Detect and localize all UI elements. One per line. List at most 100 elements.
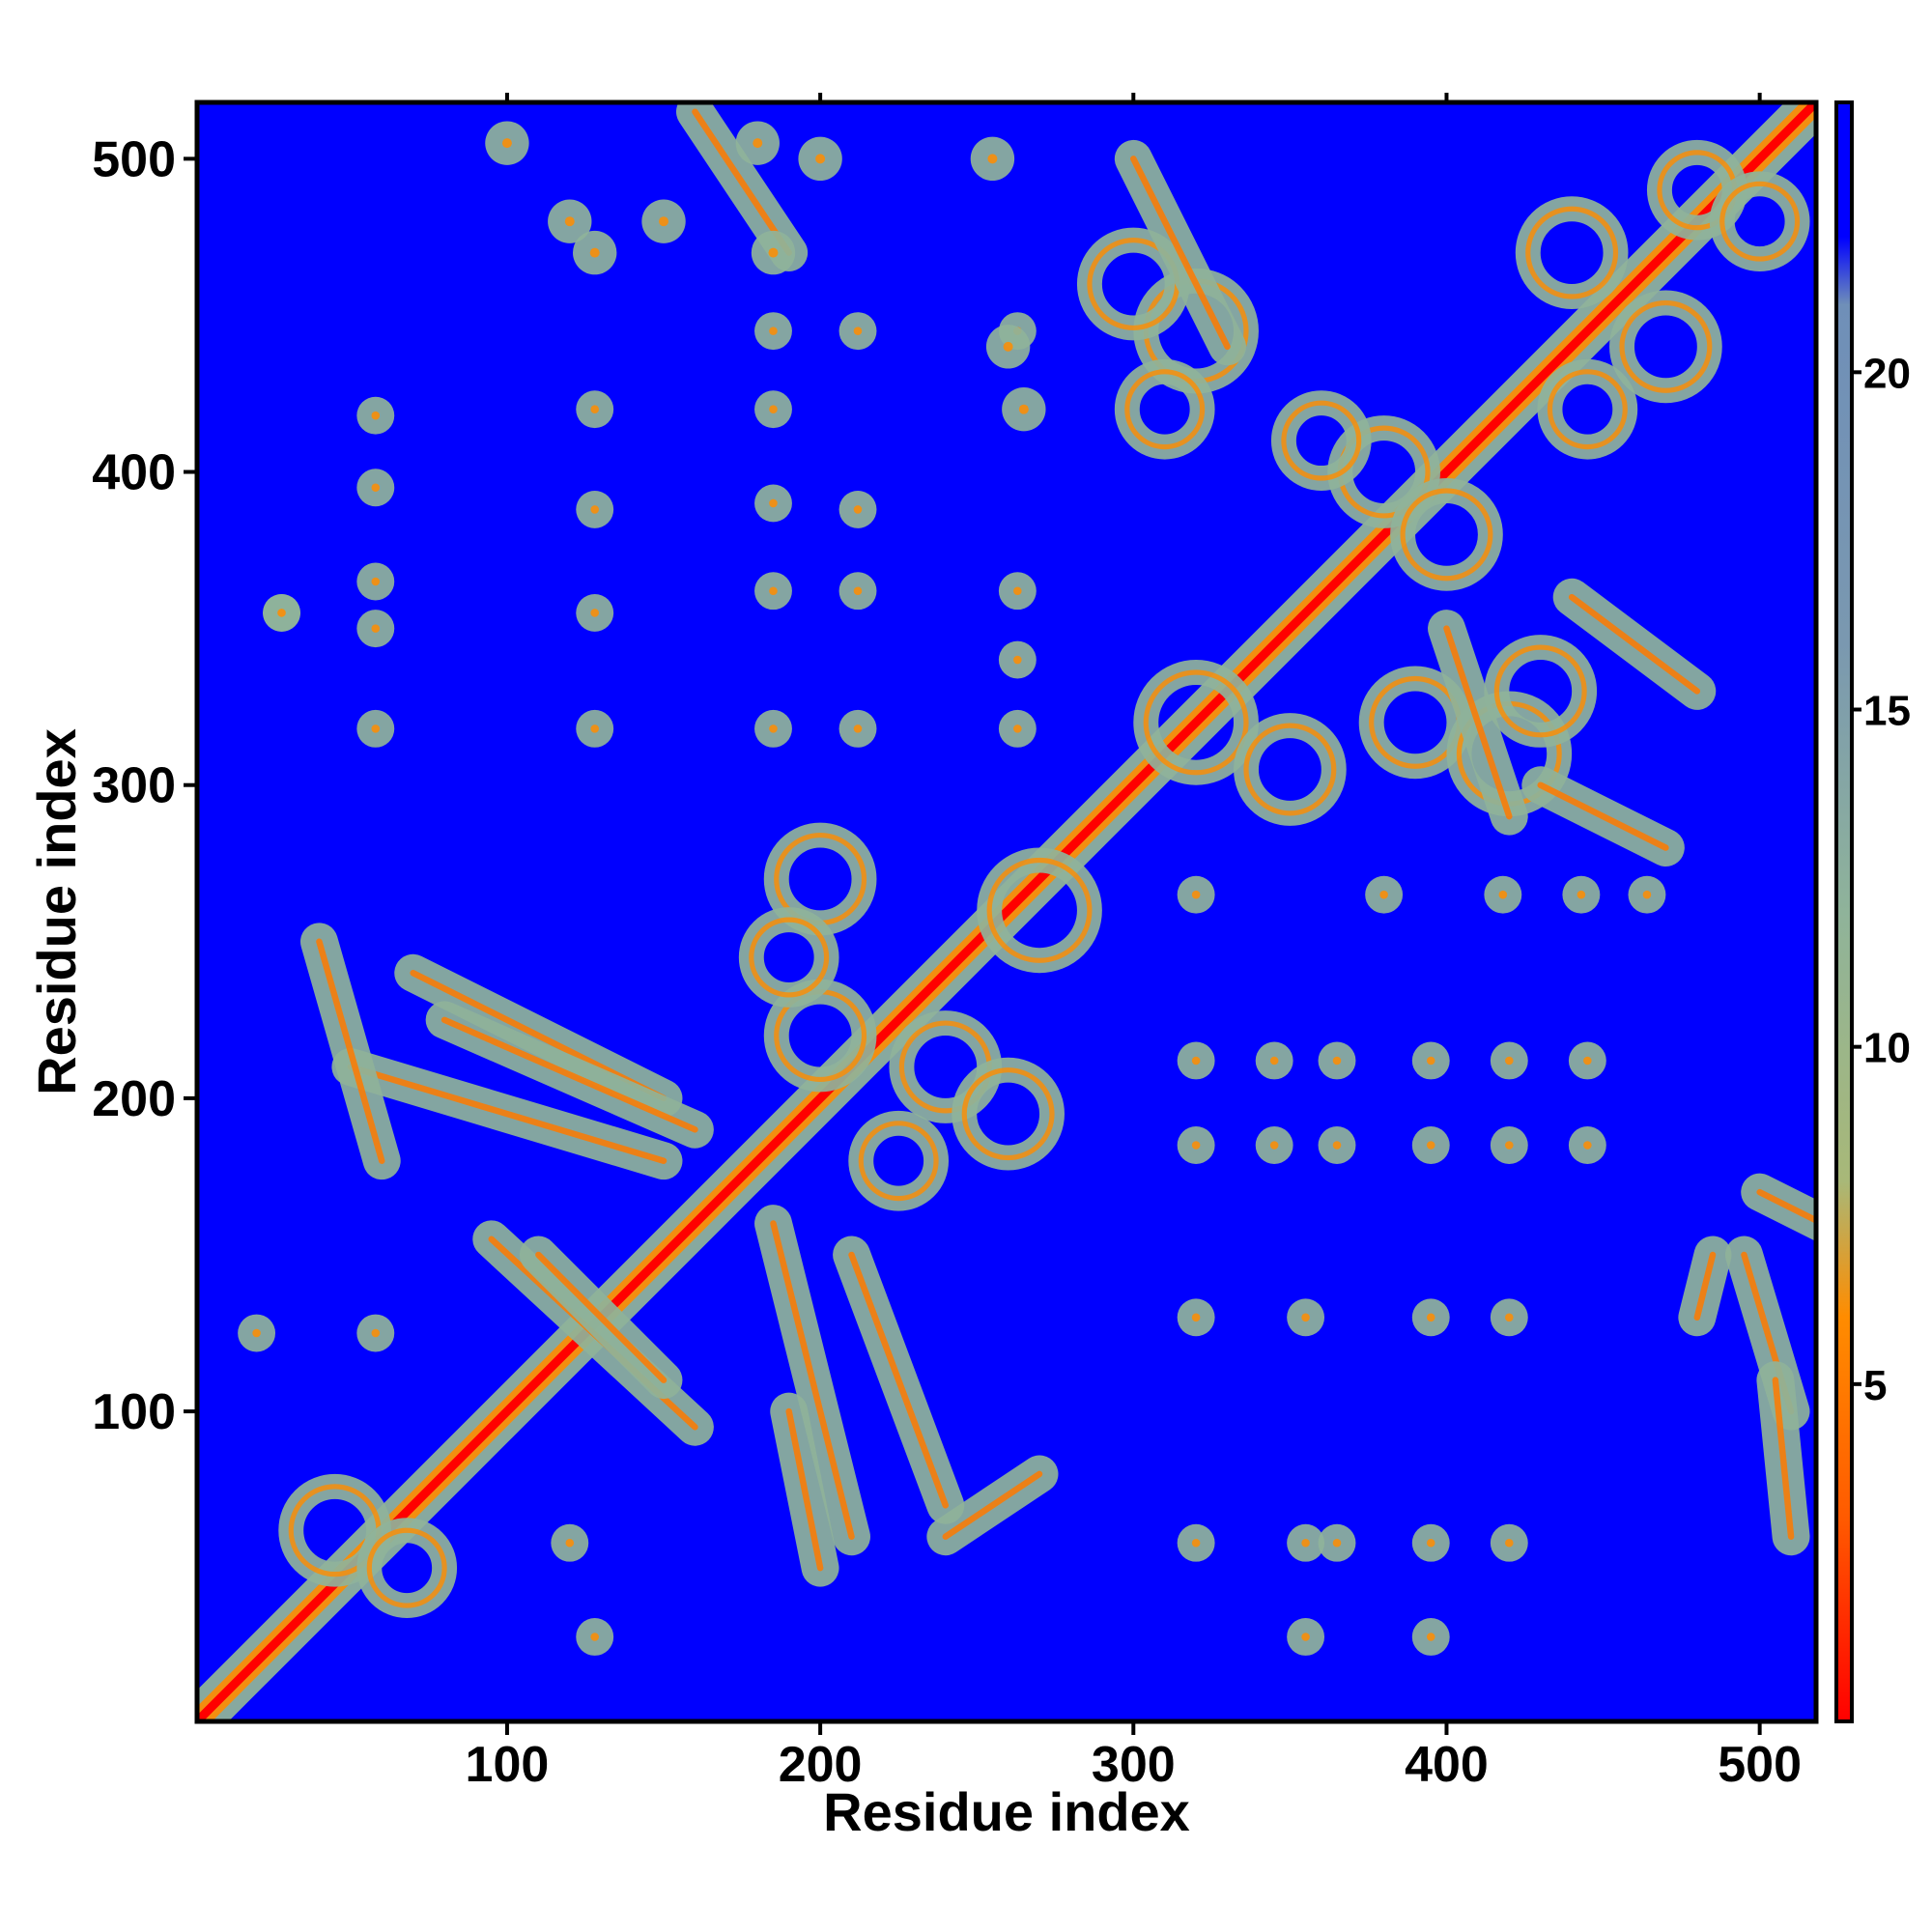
contact-blob-core — [1426, 1633, 1435, 1641]
contact-ring-core — [986, 857, 1093, 963]
contact-strand-core — [1443, 625, 1513, 820]
colorbar-tick-label: 5 — [1863, 1362, 1887, 1409]
contact-ring-core — [1619, 299, 1713, 393]
y-axis: 100 200 300 400 500 — [92, 131, 197, 1440]
colorbar-tick-label: 20 — [1863, 350, 1911, 397]
heatmap-cells — [197, 102, 1816, 1721]
contact-blob-core — [501, 138, 512, 149]
contact-blob-core — [371, 577, 381, 586]
contact-blob-core — [1426, 1056, 1435, 1065]
contact-strand-core — [440, 1016, 698, 1133]
contact-ring-core — [1143, 669, 1249, 776]
contact-blob-core — [1426, 1538, 1435, 1548]
contact-blob-core — [1018, 404, 1029, 414]
x-axis-title: Residue index — [823, 1781, 1190, 1842]
contact-blob-core — [1505, 1141, 1514, 1150]
contact-strand-core — [848, 1251, 950, 1509]
contact-strand-core — [1756, 1188, 1816, 1224]
contact-blob-core — [1332, 1538, 1342, 1548]
plot-frame — [194, 99, 1819, 1724]
diagonal-core — [197, 102, 1816, 1721]
contact-blob-core — [371, 411, 381, 420]
contact-ring-core — [1124, 369, 1206, 450]
colorbar: 5 10 15 20 — [1834, 100, 1911, 1723]
x-tick-label: 400 — [1405, 1737, 1489, 1793]
contact-blob-core — [1577, 890, 1586, 899]
contact-ring-core — [1719, 181, 1801, 262]
contact-blob-core — [590, 724, 599, 733]
y-tick-label: 400 — [92, 445, 176, 501]
x-tick-label: 300 — [1092, 1737, 1176, 1793]
contact-blob-core — [252, 1328, 261, 1338]
contact-ring-core — [1243, 723, 1337, 816]
contact-blob-core — [564, 216, 575, 227]
contact-blob-core — [1379, 890, 1388, 899]
contact-blob-core — [1191, 1141, 1201, 1150]
contact-blob-core — [769, 405, 778, 413]
contact-blob-core — [371, 624, 381, 633]
contact-blob-core — [853, 327, 863, 335]
contact-blob-core — [853, 505, 863, 514]
contact-strand-core — [316, 938, 385, 1164]
colorbar-gradient — [1836, 102, 1852, 1721]
contact-blob-core — [1003, 341, 1013, 352]
colorbar-frame — [1834, 100, 1854, 1723]
contact-blob-core — [1269, 1141, 1279, 1150]
contact-blob-core — [371, 483, 381, 493]
contact-blob-core — [987, 154, 998, 164]
contact-strand-core — [1130, 156, 1231, 351]
contact-blob-core — [590, 1633, 599, 1641]
contact-blob-core — [1426, 1141, 1435, 1150]
contact-blob-core — [1013, 586, 1022, 595]
contact-strand-core — [347, 1064, 668, 1164]
contact-ring-core — [1547, 369, 1628, 450]
y-tick-label: 200 — [92, 1071, 176, 1127]
contact-blob-core — [1332, 1056, 1342, 1065]
contact-ring-core — [749, 917, 830, 998]
contact-strand-core — [692, 108, 792, 256]
contact-blob-core — [1505, 1313, 1514, 1322]
contact-blob-core — [1505, 1056, 1514, 1065]
contact-blob-core — [1191, 1056, 1201, 1065]
contact-blob-core — [769, 586, 778, 595]
contact-ring-core — [858, 1121, 939, 1202]
y-tick-label: 500 — [92, 131, 176, 187]
contact-blob-core — [769, 724, 778, 733]
y-tick-label: 300 — [92, 758, 176, 814]
contact-blob-core — [371, 724, 381, 733]
contact-blob-core — [815, 154, 826, 164]
contact-blob-core — [1498, 890, 1508, 899]
contact-blob-core — [853, 724, 863, 733]
contact-blob-core — [1301, 1538, 1310, 1548]
contact-blob-core — [1191, 1313, 1201, 1322]
contact-strand-core — [942, 1470, 1043, 1540]
contact-strand-core — [770, 1220, 855, 1540]
contact-ring-core — [961, 1067, 1055, 1161]
contact-blob-core — [589, 247, 600, 258]
contact-blob-core — [1583, 1056, 1592, 1065]
heatmap-plot-area — [194, 99, 1819, 1724]
contact-blob-core — [590, 405, 599, 413]
contact-blob-core — [1191, 890, 1201, 899]
contact-blob-core — [853, 586, 863, 595]
x-tick-label: 200 — [779, 1737, 863, 1793]
contact-blob-core — [590, 505, 599, 514]
contact-strand-core — [535, 1251, 668, 1383]
colorbar-tick-label: 10 — [1863, 1025, 1911, 1072]
contact-strand-core — [1537, 781, 1669, 851]
contact-blob-core — [1013, 655, 1022, 665]
contact-ring-core — [1493, 644, 1587, 738]
contact-blob-core — [1191, 1538, 1201, 1548]
contact-blob-core — [1332, 1141, 1342, 1150]
contact-blob-core — [1505, 1538, 1514, 1548]
x-axis: 100 200 300 400 500 — [466, 93, 1802, 1793]
contact-blob-core — [769, 498, 778, 508]
x-tick-label: 100 — [466, 1737, 550, 1793]
contact-blob-core — [753, 138, 763, 149]
contact-strand-core — [1693, 1251, 1717, 1321]
contact-ring-core — [366, 1527, 447, 1608]
contact-strand-core — [1772, 1377, 1795, 1540]
contact-blob-core — [1301, 1313, 1310, 1322]
x-tick-label: 500 — [1718, 1737, 1802, 1793]
